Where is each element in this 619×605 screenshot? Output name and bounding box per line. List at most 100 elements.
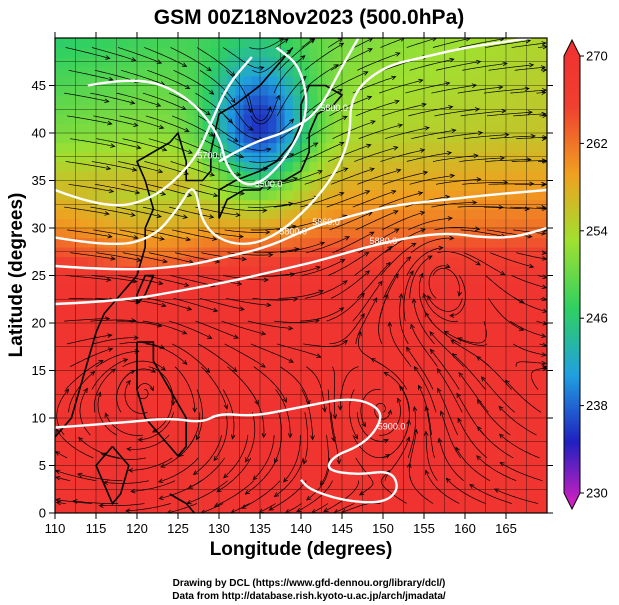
field-cell xyxy=(530,437,540,448)
field-cell xyxy=(497,237,507,248)
field-cell xyxy=(358,446,368,457)
streamline xyxy=(425,312,461,345)
field-cell xyxy=(71,351,81,362)
streamline xyxy=(128,457,173,471)
field-cell xyxy=(268,294,277,305)
field-cell xyxy=(481,418,491,429)
field-cell xyxy=(456,133,466,144)
field-cell xyxy=(514,380,523,391)
field-cell xyxy=(489,114,499,125)
field-cell xyxy=(268,484,277,495)
field-cell xyxy=(87,285,97,296)
field-cell xyxy=(243,304,253,315)
streamline xyxy=(274,319,320,323)
field-cell xyxy=(366,256,376,267)
field-cell xyxy=(96,76,105,87)
streamline xyxy=(332,366,336,419)
field-cell xyxy=(399,494,409,505)
streamline xyxy=(275,389,291,438)
field-cell xyxy=(186,323,195,334)
field-cell xyxy=(489,446,499,457)
field-cell xyxy=(161,66,171,77)
streamline xyxy=(119,229,165,240)
coastline xyxy=(55,46,294,438)
field-cell xyxy=(374,399,384,410)
field-cell xyxy=(465,484,474,495)
field-cell xyxy=(251,180,261,191)
streamline-arrow xyxy=(157,478,164,483)
field-cell xyxy=(374,237,384,248)
field-cell xyxy=(268,399,277,410)
field-cell xyxy=(514,456,523,467)
field-cell xyxy=(128,313,138,324)
field-cell xyxy=(243,66,253,77)
streamline xyxy=(352,76,396,94)
field-cell xyxy=(366,351,376,362)
field-cell xyxy=(186,342,195,353)
field-cell xyxy=(153,313,163,324)
field-cell xyxy=(424,446,433,457)
field-cell xyxy=(325,190,335,201)
field-cell xyxy=(210,38,220,49)
streamline-arrow xyxy=(223,404,229,410)
field-cell xyxy=(489,408,499,419)
field-cell xyxy=(202,323,212,334)
field-cell xyxy=(202,57,212,68)
streamline xyxy=(231,503,250,513)
field-cell xyxy=(399,152,409,163)
field-cell xyxy=(243,114,253,125)
streamline-arrow xyxy=(337,89,343,94)
streamline xyxy=(425,406,435,458)
field-cell xyxy=(104,57,113,68)
streamline-arrow xyxy=(519,298,525,304)
field-cell xyxy=(333,304,343,315)
field-cell xyxy=(407,218,417,229)
field-cell xyxy=(251,228,261,239)
field-cell xyxy=(317,66,327,77)
field-cell xyxy=(415,152,425,163)
field-cell xyxy=(137,57,146,68)
field-cell xyxy=(538,399,547,410)
streamline-arrow xyxy=(192,407,197,413)
field-cell xyxy=(333,418,343,429)
streamline xyxy=(306,116,348,139)
field-cell xyxy=(153,114,163,125)
field-cell xyxy=(87,399,97,410)
field-cell xyxy=(227,256,236,267)
field-cell xyxy=(407,76,417,87)
field-cell xyxy=(276,161,286,172)
field-cell xyxy=(210,104,220,115)
field-cell xyxy=(465,199,474,210)
field-cell xyxy=(325,313,335,324)
field-cell xyxy=(87,351,97,362)
field-cell xyxy=(251,323,261,334)
field-cell xyxy=(235,237,245,248)
field-cell xyxy=(178,503,187,513)
field-cell xyxy=(481,123,491,134)
field-cell xyxy=(506,399,515,410)
field-cell xyxy=(104,342,113,353)
field-cell xyxy=(538,342,547,353)
field-cell xyxy=(358,332,368,343)
field-cell xyxy=(456,57,466,68)
field-cell xyxy=(153,256,163,267)
field-cell xyxy=(243,475,253,486)
field-cell xyxy=(465,399,474,410)
field-cell xyxy=(112,66,122,77)
field-cell xyxy=(309,133,318,144)
field-cell xyxy=(522,180,532,191)
field-cell xyxy=(325,465,335,476)
field-cell xyxy=(137,209,146,220)
field-cell xyxy=(194,351,204,362)
field-cell xyxy=(309,180,318,191)
field-cell xyxy=(366,370,376,381)
field-cell xyxy=(71,38,81,49)
field-cell xyxy=(186,133,195,144)
streamline-arrow xyxy=(185,84,191,90)
field-cell xyxy=(473,380,482,391)
field-cell xyxy=(292,199,302,210)
field-cell xyxy=(538,294,547,305)
streamline-arrow xyxy=(410,323,415,330)
field-cell xyxy=(506,190,515,201)
